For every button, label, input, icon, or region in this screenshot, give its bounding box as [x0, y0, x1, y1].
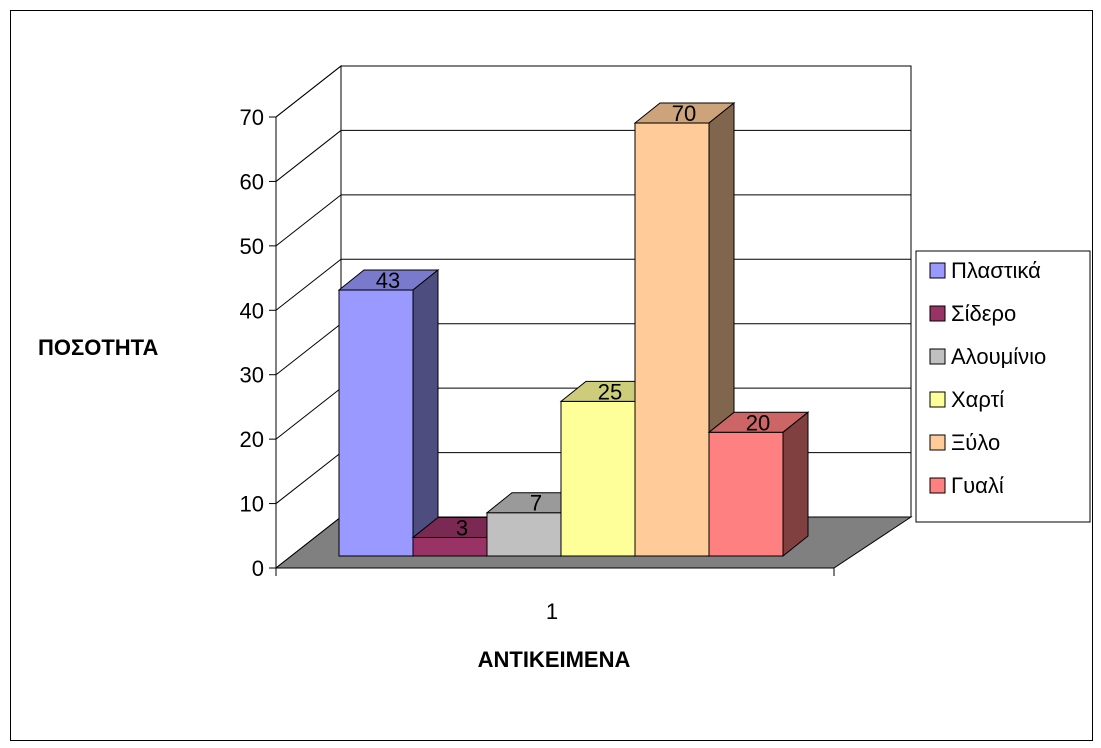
data-label: 3	[456, 515, 468, 540]
legend-label: Γυαλί	[951, 473, 1004, 498]
legend-swatch	[929, 434, 946, 451]
legend-label: Χαρτί	[951, 387, 1004, 412]
bar-side	[412, 268, 439, 558]
legend-swatch	[929, 305, 946, 322]
bar-front	[560, 400, 636, 557]
legend-item: Ξύλο	[929, 430, 1000, 455]
data-label: 20	[746, 410, 770, 435]
y-tick-label: 60	[240, 169, 264, 194]
bar-front	[412, 536, 488, 557]
value-axis	[269, 116, 835, 576]
legend-item: Πλαστικά	[929, 258, 1041, 283]
legend-item: Γυαλί	[929, 473, 1004, 498]
y-axis-title: ΠΟΣΟΤΗΤΑ	[38, 335, 158, 360]
y-tick-label: 70	[240, 105, 264, 130]
y-tick-labels: 0 10 20 30 40 50 60 70	[240, 105, 264, 581]
y-tick-label: 0	[252, 556, 264, 581]
side-wall	[275, 64, 342, 570]
data-label: 43	[376, 268, 400, 293]
gridline	[275, 65, 911, 118]
y-tick-label: 10	[240, 492, 264, 517]
data-label: 70	[672, 101, 696, 126]
chart-area: 0 10 20 30 40 50 60 70 43 3 7 25 70 20 1 ΑΝΤΙΚΕΙΜΕΝΑ…	[10, 10, 1093, 741]
legend-item: Σίδερο	[929, 301, 1016, 326]
legend: Πλαστικά Σίδερο Αλουμίνιο Χαρτί Ξύλο Γυαλί	[915, 250, 1091, 523]
bar-side	[782, 411, 809, 558]
legend-label: Σίδερο	[951, 301, 1016, 326]
x-tick-label: 1	[546, 599, 558, 624]
legend-swatch	[929, 348, 946, 365]
legend-item: Χαρτί	[929, 387, 1004, 412]
bar-6	[707, 411, 810, 558]
bar-front	[634, 122, 710, 557]
legend-label: Αλουμίνιο	[951, 344, 1046, 369]
legend-swatch	[929, 391, 946, 408]
chart-svg: 0 10 20 30 40 50 60 70 43 3 7 25 70 20 1 ΑΝΤΙΚΕΙΜΕΝΑ…	[38, 64, 1091, 672]
y-tick-label: 30	[240, 363, 264, 388]
y-tick-label: 20	[240, 427, 264, 452]
data-label: 7	[530, 491, 542, 516]
legend-item: Αλουμίνιο	[929, 344, 1046, 369]
data-labels: 43 3 7 25 70 20	[376, 101, 770, 540]
y-tick-label: 50	[240, 234, 264, 259]
legend-swatch	[929, 477, 946, 494]
y-tick-label: 40	[240, 298, 264, 323]
x-axis-title: ΑΝΤΙΚΕΙΜΕΝΑ	[478, 647, 631, 672]
bar-front	[338, 289, 414, 557]
bar-front	[708, 431, 784, 557]
legend-label: Ξύλο	[951, 430, 1000, 455]
bar-1	[337, 268, 440, 558]
legend-box	[915, 250, 1091, 523]
legend-swatch	[929, 262, 946, 279]
bar-front	[486, 512, 562, 557]
data-label: 25	[598, 379, 622, 404]
bars	[337, 101, 810, 558]
legend-label: Πλαστικά	[951, 258, 1041, 283]
